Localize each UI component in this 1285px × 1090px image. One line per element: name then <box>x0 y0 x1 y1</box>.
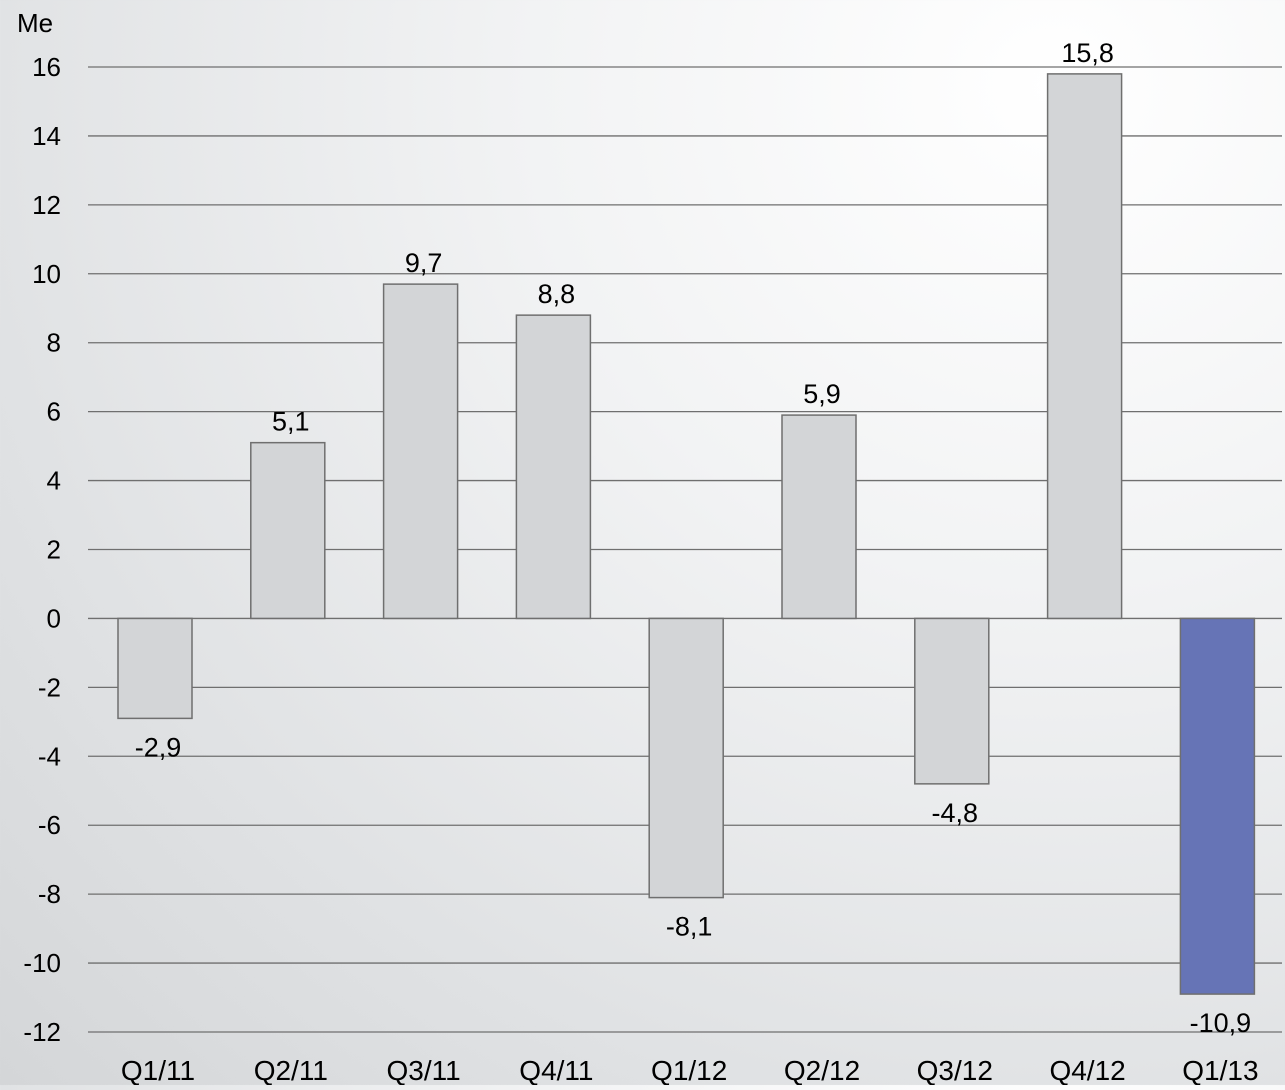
y-tick-label: -4 <box>38 741 61 771</box>
data-label: 5,1 <box>272 407 310 437</box>
x-tick-label: Q2/11 <box>254 1055 328 1085</box>
y-tick-label: 2 <box>47 535 61 565</box>
data-label: -4,8 <box>932 798 979 828</box>
x-tick-label: Q3/12 <box>917 1055 993 1085</box>
x-tick-label: Q2/12 <box>784 1055 860 1085</box>
y-tick-label: 16 <box>32 52 61 82</box>
x-tick-label: Q1/12 <box>651 1055 727 1085</box>
y-tick-label: 8 <box>47 328 61 358</box>
x-tick-label: Q1/13 <box>1182 1055 1258 1085</box>
y-tick-label: -2 <box>38 672 61 702</box>
y-tick-label: 0 <box>47 603 61 633</box>
data-label: 5,9 <box>803 379 841 409</box>
data-label: 15,8 <box>1061 38 1114 68</box>
y-tick-label: -12 <box>23 1017 61 1047</box>
y-tick-label: 10 <box>32 259 61 289</box>
bar <box>648 617 724 899</box>
bar <box>515 314 592 620</box>
data-label: -10,9 <box>1190 1008 1252 1038</box>
bar <box>250 441 326 620</box>
x-tick-label: Q4/12 <box>1049 1055 1125 1085</box>
y-tick-label: -10 <box>23 948 61 978</box>
data-label: 9,7 <box>405 248 443 278</box>
bar <box>382 283 459 620</box>
y-unit-label: Me <box>17 8 53 38</box>
data-label: -2,9 <box>135 732 182 762</box>
bar <box>1179 617 1256 995</box>
y-tick-label: 14 <box>32 121 61 151</box>
data-label: 8,8 <box>538 279 576 309</box>
bar <box>117 617 193 720</box>
labels: 16 14 12 10 8 6 4 2 0 -2 -4 -6 -8 -10 -12 -2,9 Q1/11 5,1 Q… <box>23 38 1258 1086</box>
bar <box>781 414 857 620</box>
x-tick-label: Q1/11 <box>121 1055 195 1085</box>
y-tick-label: 4 <box>47 466 61 496</box>
bar <box>1046 73 1123 620</box>
x-tick-label: Q4/11 <box>519 1055 593 1085</box>
y-tick-label: 6 <box>47 397 61 427</box>
x-tick-label: Q3/11 <box>386 1055 460 1085</box>
bars <box>117 73 1256 995</box>
y-tick-label: -6 <box>38 810 61 840</box>
y-tick-label: -8 <box>38 879 61 909</box>
y-tick-label: 12 <box>32 190 61 220</box>
bar <box>914 617 990 785</box>
data-label: -8,1 <box>666 912 713 942</box>
